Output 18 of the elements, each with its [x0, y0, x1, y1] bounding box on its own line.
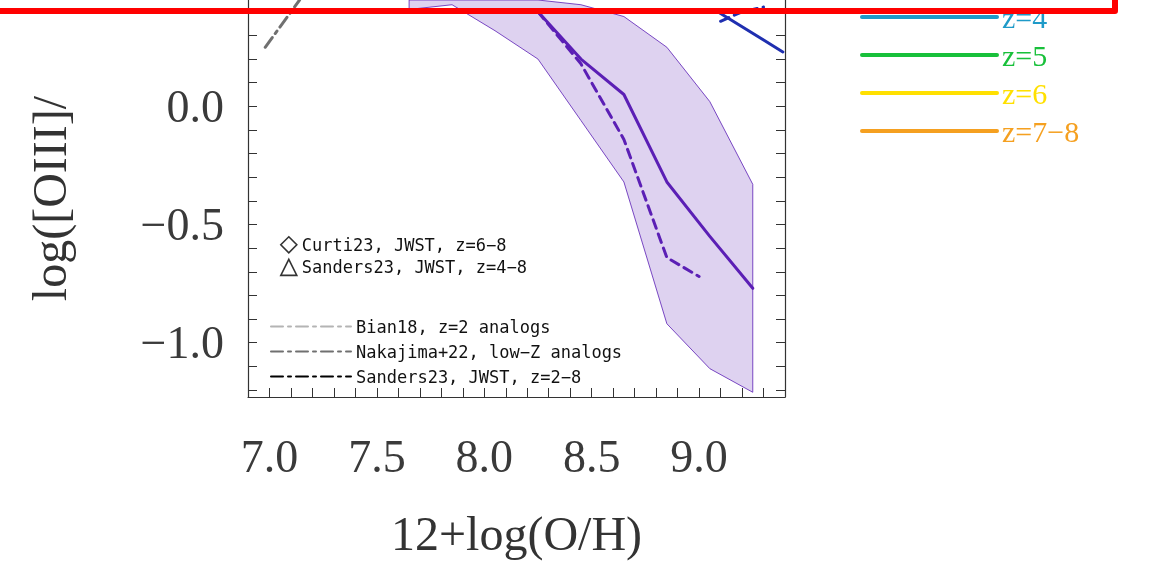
y-tick-label: 0.0 [166, 80, 224, 132]
legend-label: Bian18, z=2 analogs [356, 316, 551, 337]
legend-label: Sanders23, JWST, z=4−8 [301, 257, 527, 278]
y-axis-title: log([OIII]/ [22, 95, 77, 302]
x-tick-label: 8.0 [455, 430, 514, 482]
legend-label: z=5 [1002, 38, 1048, 72]
x-tick-label: 8.5 [562, 430, 621, 482]
legend-label: z=7−8 [1002, 114, 1080, 148]
x-tick-label: 7.5 [348, 430, 406, 482]
y-tick-label: −0.5 [140, 198, 224, 250]
legend-label: Curti23, JWST, z=6−8 [301, 234, 507, 255]
x-axis-title: 12+log(O/H) [390, 506, 643, 561]
legend-label: z=6 [1002, 76, 1048, 110]
x-tick-label: 9.0 [670, 430, 728, 482]
y-tick-label: −1.0 [140, 317, 224, 369]
legend-label: Sanders23, JWST, z=2−8 [356, 366, 582, 387]
legend-label: Nakajima+22, low−Z analogs [356, 341, 623, 362]
x-tick-label: 7.0 [240, 430, 299, 482]
